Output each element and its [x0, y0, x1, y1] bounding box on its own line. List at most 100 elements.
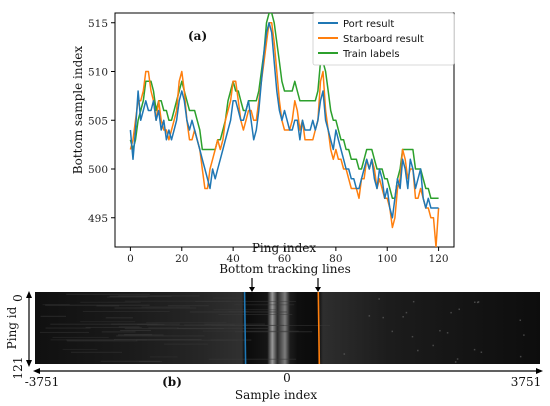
- sonar-speckle: [480, 351, 483, 353]
- sample-index-arrowhead-right: [536, 368, 543, 374]
- sonar-speckle: [368, 315, 371, 317]
- legend: Port result Starboard result Train label…: [312, 12, 455, 66]
- x-tick-label: 20: [175, 253, 188, 265]
- sonar-streak: [50, 339, 116, 341]
- x-tick-label: 120: [429, 253, 449, 265]
- sonar-streak: [135, 339, 238, 341]
- sonar-streak: [80, 321, 136, 323]
- series-line-starboard-result: [129, 22, 440, 247]
- x-tick-label: 0: [127, 253, 134, 265]
- x-axis-ticks-a: 0 20 40 60 80 100 120: [127, 247, 449, 265]
- ping-id-arrowhead-bottom: [26, 360, 32, 367]
- sonar-speckle: [458, 308, 461, 311]
- sonar-streak: [85, 326, 142, 328]
- sonar-streak: [40, 315, 67, 317]
- sonar-speckle: [473, 348, 476, 351]
- sonar-streak: [66, 293, 150, 295]
- y-tick-label: 510: [88, 67, 108, 79]
- sonar-streak: [234, 304, 295, 306]
- panel-b-label: (b): [162, 375, 182, 389]
- sonar-speckle: [382, 316, 384, 319]
- sonar-speckle: [391, 330, 394, 333]
- sonar-speckle: [519, 355, 522, 358]
- sonar-speckle: [454, 361, 457, 363]
- sonar-streak: [167, 305, 209, 307]
- sonar-streak: [101, 331, 136, 333]
- sonar-streak: [71, 351, 123, 353]
- sonar-streak: [109, 295, 172, 297]
- sonar-streak: [141, 306, 190, 308]
- tracking-line-port: [243, 291, 247, 365]
- sample-index-left-label: -3751: [25, 375, 60, 389]
- sonar-streak: [184, 324, 235, 326]
- sonar-streak: [164, 343, 209, 345]
- sonar-speckle: [417, 349, 419, 352]
- sonar-streak: [96, 305, 120, 307]
- sonar-streak: [100, 360, 161, 362]
- sonar-speckle: [477, 301, 480, 303]
- panel-a-label: (a): [188, 29, 207, 43]
- sonar-streak: [124, 300, 231, 302]
- y-tick-label: 495: [88, 213, 108, 225]
- sonar-streak: [212, 297, 241, 299]
- sonar-streak: [218, 313, 293, 315]
- sonar-speckle: [439, 329, 441, 332]
- y-tick-label: 515: [88, 18, 108, 30]
- sonar-streak: [138, 361, 163, 363]
- sonar-speckle: [474, 301, 476, 303]
- y-tick-label: 500: [88, 164, 108, 176]
- sonar-streak: [52, 336, 109, 338]
- sonar-streak: [116, 335, 205, 337]
- sonar-speckle: [378, 298, 380, 300]
- ping-id-bottom-label: 121: [11, 357, 25, 380]
- sonar-streak: [124, 334, 153, 336]
- x-tick-label: 40: [226, 253, 239, 265]
- sample-index-arrowhead-left: [33, 368, 40, 374]
- series-lines-a: [129, 13, 440, 247]
- sonar-speckle: [450, 311, 452, 314]
- y-axis-label-b: Ping id: [5, 306, 19, 349]
- tracking-line-starboard: [317, 291, 321, 365]
- sonar-speckle: [519, 319, 522, 322]
- sonar-streak: [228, 311, 249, 313]
- sonar-streak: [114, 307, 197, 309]
- x-axis-label-b: Sample index: [235, 388, 318, 402]
- panel-a: 495 500 505 510 515 0 20 40 60 80 100 120 (a) Ping…: [71, 12, 455, 265]
- sonar-streak: [149, 356, 178, 358]
- sonar-streak: [62, 348, 98, 350]
- sonar-speckle: [402, 316, 404, 318]
- sonar-streak: [42, 304, 70, 306]
- sonar-streak: [45, 304, 150, 306]
- legend-label-starboard: Starboard result: [343, 34, 424, 45]
- sonar-speckle: [343, 353, 346, 355]
- sonar-speckle: [476, 301, 479, 304]
- x-axis-label-a: Ping index: [252, 241, 316, 255]
- sonar-speckle: [456, 358, 459, 360]
- sonar-streak: [148, 327, 179, 329]
- sonar-streak: [146, 322, 227, 324]
- sonar-speckle: [432, 344, 434, 347]
- sonar-streak: [45, 327, 91, 329]
- sonar-streak: [105, 317, 133, 319]
- legend-label-port: Port result: [343, 19, 394, 30]
- sonar-speckle: [412, 300, 415, 303]
- legend-label-train: Train labels: [342, 49, 400, 60]
- sonar-streak: [82, 311, 170, 313]
- x-tick-label: 80: [329, 253, 342, 265]
- sonar-streak: [195, 301, 296, 303]
- y-tick-label: 505: [88, 115, 108, 127]
- sonar-speckle: [405, 311, 408, 314]
- panel-b: Bottom tracking lines 0 121 Ping id -375…: [5, 262, 543, 402]
- legend-box: [312, 12, 455, 66]
- sonar-streak: [204, 323, 265, 325]
- sonar-streak: [66, 340, 138, 342]
- sonar-streak: [114, 338, 202, 340]
- series-line-port-result: [129, 22, 439, 219]
- sonar-streak: [211, 324, 285, 326]
- sonar-streak: [120, 330, 151, 332]
- sonar-streak: [80, 301, 141, 303]
- x-tick-label: 100: [377, 253, 397, 265]
- ping-id-top-label: 0: [11, 294, 25, 302]
- sonar-streak: [50, 323, 158, 325]
